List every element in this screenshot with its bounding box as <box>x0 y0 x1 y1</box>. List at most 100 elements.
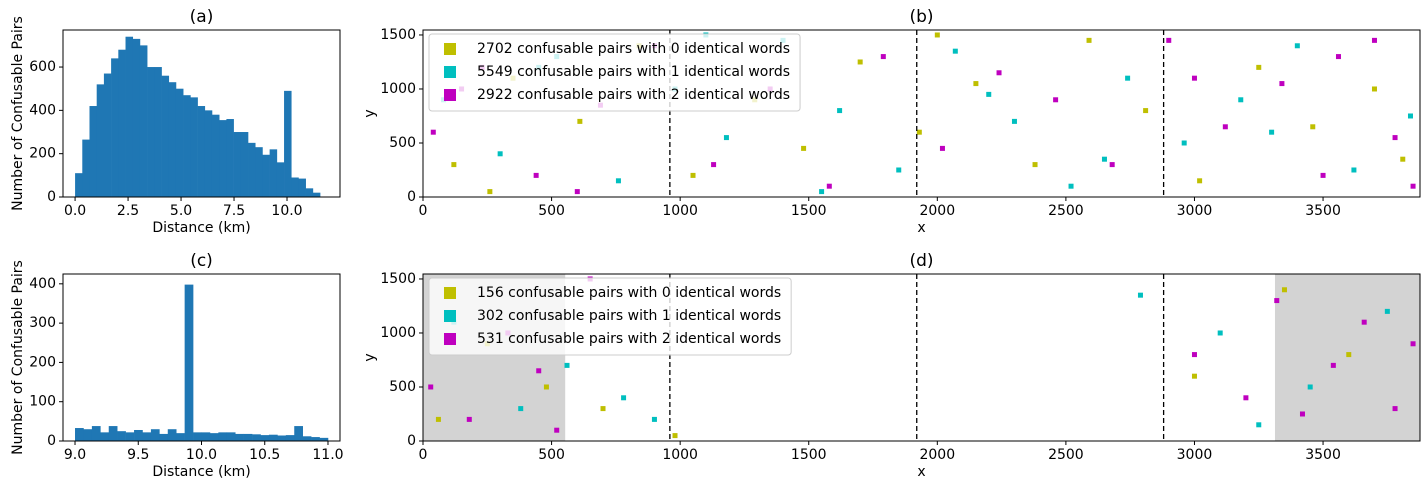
bar <box>132 38 141 197</box>
bar <box>96 84 105 197</box>
scatter-point <box>857 59 863 65</box>
scatter-point <box>435 416 441 422</box>
bar <box>125 36 134 197</box>
x-tick-label: 5.0 <box>170 203 192 219</box>
x-tick-label: 1000 <box>662 203 698 219</box>
scatter-point <box>1392 135 1398 141</box>
y-tick-label: 0 <box>47 189 56 205</box>
scatter-point <box>1125 75 1131 81</box>
scatter-point <box>1320 172 1326 178</box>
scatter-point <box>518 406 524 412</box>
bar <box>159 433 169 441</box>
bar <box>139 45 148 198</box>
x-tick-label: 2.5 <box>117 203 139 219</box>
y-axis-label: Number of Confusable Pairs <box>10 260 26 455</box>
bar <box>311 437 320 441</box>
scatter-point <box>1274 298 1280 304</box>
bar <box>161 75 170 197</box>
x-tick-label: 0 <box>419 203 428 219</box>
scatter-point <box>1053 97 1059 103</box>
bar <box>211 114 220 197</box>
scatter-point <box>1294 43 1300 49</box>
y-tick-label: 1500 <box>380 27 416 43</box>
x-tick-label: 1500 <box>791 447 827 463</box>
bar <box>285 435 295 441</box>
scatter-point <box>952 48 958 54</box>
bar <box>240 132 249 197</box>
x-tick-label: 3000 <box>1177 203 1213 219</box>
x-tick-label: 11.0 <box>312 447 343 463</box>
bar <box>176 433 185 441</box>
scatter-point <box>672 433 678 439</box>
scatter-point <box>497 151 503 157</box>
bar <box>82 139 90 197</box>
scatter-point <box>1109 162 1115 168</box>
scatter-point <box>1197 178 1203 184</box>
scatter-point <box>819 189 825 195</box>
y-tick-label: 0 <box>407 189 416 205</box>
scatter-point <box>1361 319 1367 325</box>
scatter-point <box>1371 37 1377 43</box>
x-tick-label: 500 <box>538 447 565 463</box>
bar <box>243 433 253 441</box>
x-tick-label: 10.0 <box>186 447 217 463</box>
bar <box>125 432 135 441</box>
legend-label: 5549 confusable pairs with 1 identical w… <box>477 64 790 80</box>
legend-label: 2702 confusable pairs with 0 identical w… <box>477 41 790 57</box>
y-tick-label: 400 <box>29 276 56 292</box>
scatter-point <box>690 172 696 178</box>
scatter-point <box>1191 75 1197 81</box>
x-tick-label: 9.5 <box>127 447 149 463</box>
scatter-point <box>554 427 560 433</box>
scatter-point <box>1191 352 1197 358</box>
scatter-point <box>916 129 922 135</box>
scatter-point <box>1346 352 1352 358</box>
scatter-point <box>564 362 570 368</box>
bar <box>268 434 278 441</box>
scatter-point <box>880 54 886 60</box>
shaded-region <box>1274 274 1420 441</box>
scatter-point <box>1392 406 1398 412</box>
scatter-point <box>1143 108 1149 114</box>
x-tick-label: 3000 <box>1177 447 1213 463</box>
y-axis-label: Number of Confusable Pairs <box>10 16 26 211</box>
bar <box>233 132 242 197</box>
scatter-point <box>430 129 436 135</box>
axes-frame <box>62 29 341 198</box>
scatter-point <box>939 145 945 151</box>
x-tick-label: 1500 <box>791 203 827 219</box>
scatter-point <box>543 384 549 390</box>
scatter-point <box>1166 37 1172 43</box>
scatter-point <box>1011 118 1017 124</box>
bar <box>134 429 143 441</box>
scatter-point <box>1384 308 1390 314</box>
axes-frame <box>62 273 341 442</box>
y-tick-label: 0 <box>407 433 416 449</box>
bar <box>260 435 270 441</box>
bar <box>75 173 83 197</box>
scatter-point <box>1032 162 1038 168</box>
x-tick-label: 10.0 <box>271 203 302 219</box>
scatter-point <box>1299 411 1305 417</box>
legend-marker <box>444 287 456 299</box>
scatter-point <box>1410 341 1416 347</box>
scatter-point <box>1243 395 1249 401</box>
bar <box>298 178 306 197</box>
scatter-point <box>1191 373 1197 379</box>
bar <box>277 435 287 441</box>
scatter-point <box>1407 113 1413 119</box>
axes-frame <box>422 273 1421 442</box>
bar <box>154 67 162 197</box>
bar <box>248 142 256 197</box>
scatter-point <box>1400 156 1406 162</box>
y-tick-label: 200 <box>29 146 56 162</box>
scatter-point <box>1310 124 1316 130</box>
bar <box>89 106 97 197</box>
scatter-point <box>487 189 493 195</box>
y-tick-label: 500 <box>389 379 416 395</box>
scatter-point <box>934 32 940 38</box>
axes-frame <box>422 29 1421 198</box>
scatter-point <box>1307 384 1313 390</box>
panel-title: (a) <box>190 7 214 27</box>
